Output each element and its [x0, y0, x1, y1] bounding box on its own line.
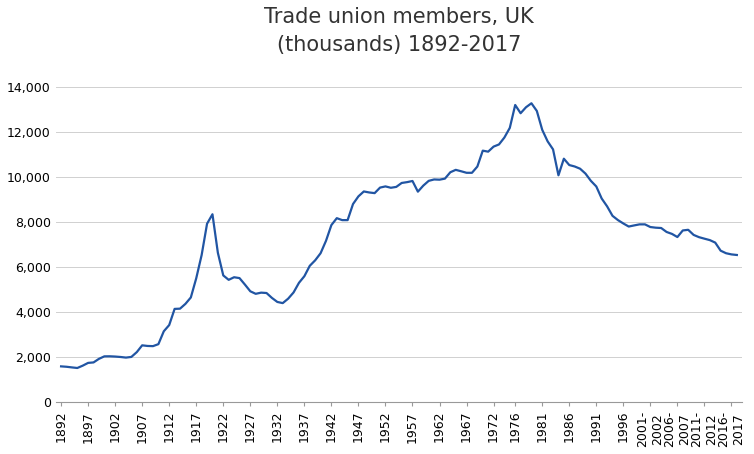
Title: Trade union members, UK
(thousands) 1892-2017: Trade union members, UK (thousands) 1892…	[264, 7, 534, 55]
